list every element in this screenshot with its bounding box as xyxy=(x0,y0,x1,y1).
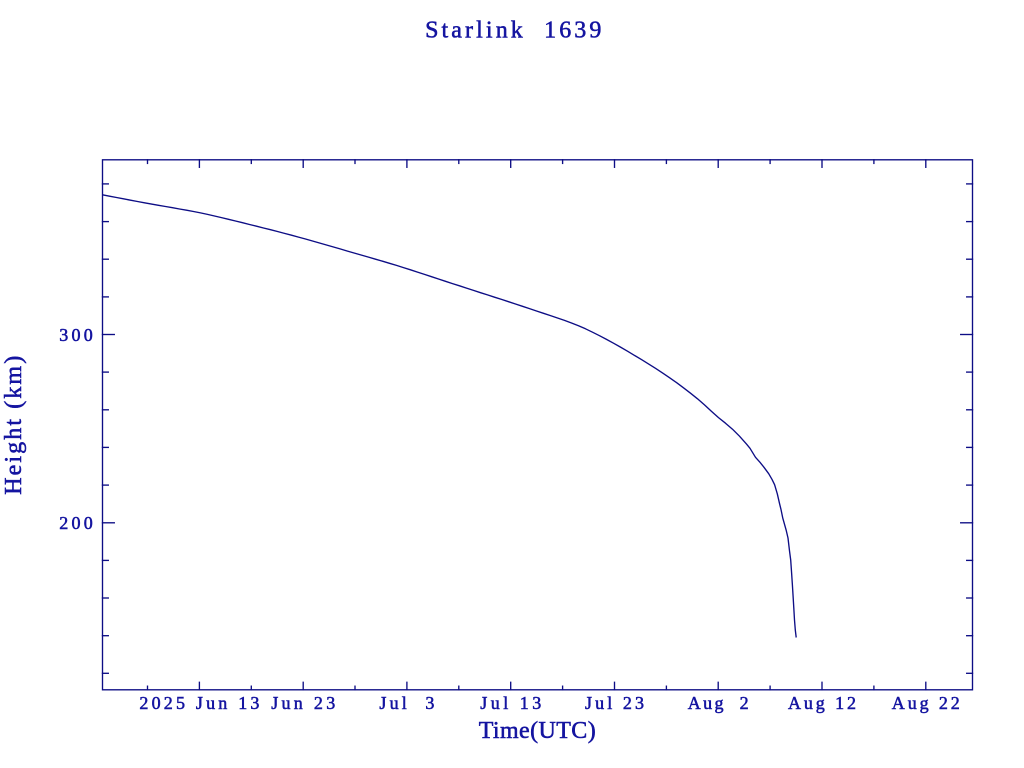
svg-text:Jul 3: Jul 3 xyxy=(379,693,437,713)
svg-text:Height (km): Height (km) xyxy=(1,354,27,495)
svg-text:2025 Jun 13: 2025 Jun 13 xyxy=(139,693,262,713)
svg-text:300: 300 xyxy=(59,325,96,345)
svg-text:Jul 13: Jul 13 xyxy=(480,693,545,713)
svg-text:200: 200 xyxy=(59,513,96,533)
svg-text:Jun 23: Jun 23 xyxy=(271,693,338,713)
svg-text:Time(UTC): Time(UTC) xyxy=(479,718,596,744)
svg-text:Aug 22: Aug 22 xyxy=(892,693,963,713)
svg-text:Aug 12: Aug 12 xyxy=(788,693,859,713)
svg-text:Starlink 1639: Starlink 1639 xyxy=(425,18,604,44)
svg-text:Aug 2: Aug 2 xyxy=(688,693,751,713)
svg-text:Jul 23: Jul 23 xyxy=(585,693,647,713)
